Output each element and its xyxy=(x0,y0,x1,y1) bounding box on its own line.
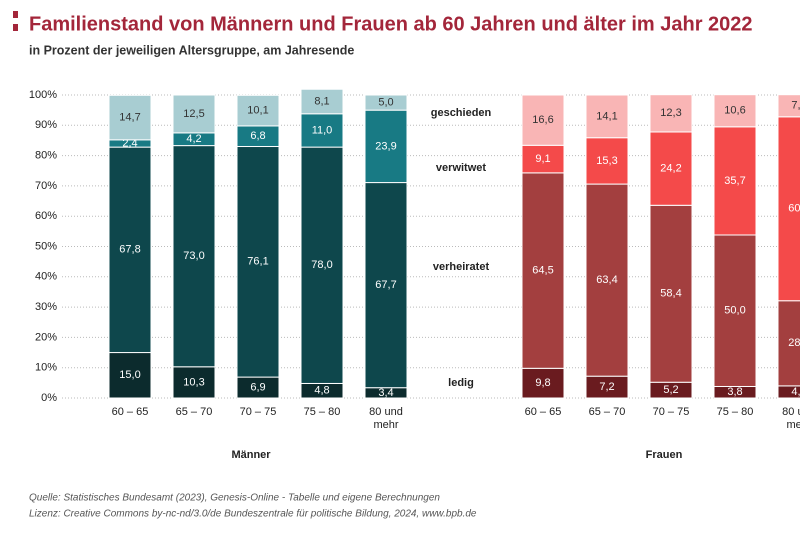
value-label: 15,0 xyxy=(119,369,140,381)
value-label: 9,1 xyxy=(535,153,550,165)
y-tick-label: 30% xyxy=(35,301,57,313)
bar-segment xyxy=(364,94,408,111)
y-tick-label: 50% xyxy=(35,240,57,252)
bar-segment xyxy=(364,109,408,184)
y-tick-label: 20% xyxy=(35,331,57,343)
bar-segment xyxy=(649,204,693,383)
bar-segment xyxy=(521,367,565,399)
value-label: 11,0 xyxy=(312,124,333,136)
bar-segment xyxy=(777,94,800,118)
y-tick-label: 40% xyxy=(35,271,57,283)
value-label: 6,9 xyxy=(250,381,265,393)
bar-segment xyxy=(649,131,693,206)
value-label: 7,2 xyxy=(599,381,614,393)
bar-segment xyxy=(649,94,693,133)
series-label: verwitwet xyxy=(436,162,486,174)
group-label: Frauen xyxy=(646,449,683,461)
title-marker xyxy=(13,24,18,31)
value-label: 2,4 xyxy=(122,137,137,149)
bar-segment xyxy=(713,234,757,387)
bar-segment xyxy=(108,146,152,354)
x-tick-label: 75 – 80 xyxy=(716,406,754,418)
value-label: 9,8 xyxy=(535,377,550,389)
y-tick-label: 100% xyxy=(29,89,57,101)
license: Lizenz: Creative Commons by-nc-nd/3.0/de… xyxy=(29,509,477,520)
value-label: 67,7 xyxy=(375,279,396,291)
y-tick-label: 60% xyxy=(35,210,57,222)
value-label: 10,1 xyxy=(247,105,268,117)
x-tick-label: 65 – 70 xyxy=(588,406,626,418)
bar-segment xyxy=(108,352,152,399)
value-label: 24,2 xyxy=(660,163,681,175)
value-label: 4,2 xyxy=(186,133,201,145)
value-label: 28,1 xyxy=(788,337,800,349)
value-label: 63,4 xyxy=(596,274,617,286)
bar-segment xyxy=(108,94,152,141)
value-label: 6,8 xyxy=(250,130,265,142)
value-label: 12,5 xyxy=(183,108,204,120)
series-label: verheiratet xyxy=(433,261,490,273)
bar-segment xyxy=(236,94,280,127)
value-label: 58,4 xyxy=(660,288,681,300)
x-tick-label: 80 und mehr xyxy=(782,406,800,431)
value-label: 67,8 xyxy=(119,244,140,256)
group-label: Männer xyxy=(231,449,271,461)
bar-segment xyxy=(713,126,757,236)
value-label: 50,0 xyxy=(724,305,745,317)
value-label: 76,1 xyxy=(247,256,268,268)
value-label: 3,4 xyxy=(378,387,393,399)
value-label: 12,3 xyxy=(660,107,681,119)
bar-segment xyxy=(585,137,629,185)
source: Quelle: Statistisches Bundesamt (2023), … xyxy=(29,493,440,504)
bar-segment xyxy=(521,94,565,146)
x-tick-label: 70 – 75 xyxy=(652,406,690,418)
x-tick-label: 75 – 80 xyxy=(303,406,341,418)
value-label: 16,6 xyxy=(532,114,553,126)
value-label: 23,9 xyxy=(375,140,396,152)
value-label: 14,1 xyxy=(596,110,617,122)
y-tick-label: 70% xyxy=(35,180,57,192)
value-label: 73,0 xyxy=(183,250,204,262)
value-label: 5,2 xyxy=(663,384,678,396)
value-label: 7,3 xyxy=(791,100,800,112)
bar-segment xyxy=(300,146,344,384)
value-label: 8,1 xyxy=(314,95,329,107)
x-tick-label: 60 – 65 xyxy=(524,406,562,418)
value-label: 60,7 xyxy=(788,203,800,215)
bar-segment xyxy=(300,88,344,115)
y-tick-label: 0% xyxy=(41,392,57,404)
bar-segment xyxy=(364,182,408,389)
value-label: 14,7 xyxy=(119,111,140,123)
y-tick-label: 80% xyxy=(35,150,57,162)
x-tick-label: 65 – 70 xyxy=(175,406,213,418)
series-label: ledig xyxy=(448,377,474,389)
y-tick-label: 10% xyxy=(35,362,57,374)
value-label: 15,3 xyxy=(596,155,617,167)
bar-segment xyxy=(585,94,629,139)
value-label: 78,0 xyxy=(311,259,332,271)
y-tick-label: 90% xyxy=(35,119,57,131)
series-label: geschieden xyxy=(431,107,492,119)
chart-title: Familienstand von Männern und Frauen ab … xyxy=(29,13,753,35)
value-label: 5,0 xyxy=(378,96,393,108)
x-tick-label: 60 – 65 xyxy=(111,406,149,418)
value-label: 10,3 xyxy=(183,376,204,388)
bar-segment xyxy=(236,146,280,378)
bar-segment xyxy=(521,172,565,369)
bar-segment xyxy=(172,94,216,134)
bar-segment xyxy=(300,113,344,148)
value-label: 3,8 xyxy=(727,386,742,398)
bar-segment xyxy=(713,94,757,128)
value-label: 4,8 xyxy=(314,385,329,397)
value-label: 35,7 xyxy=(724,175,745,187)
x-tick-label: 80 und mehr xyxy=(369,406,403,431)
value-label: 10,6 xyxy=(724,105,745,117)
chart-subtitle: in Prozent der jeweiligen Altersgruppe, … xyxy=(29,43,354,57)
title-marker xyxy=(13,11,18,18)
value-label: 4,0 xyxy=(791,386,800,398)
value-label: 64,5 xyxy=(532,264,553,276)
x-tick-label: 70 – 75 xyxy=(239,406,277,418)
